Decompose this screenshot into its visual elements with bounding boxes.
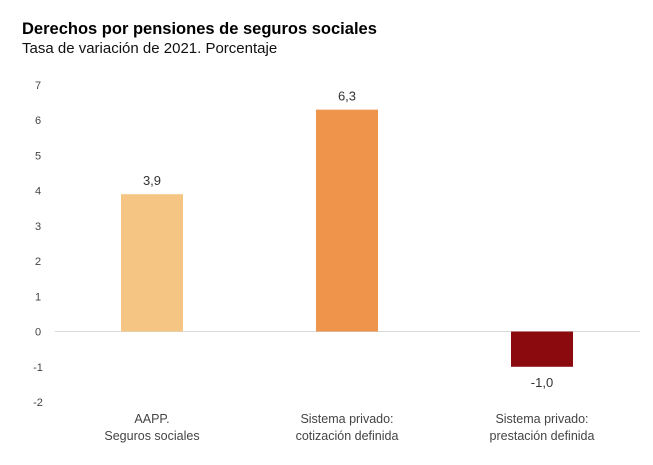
bar — [121, 194, 183, 332]
y-tick-label: 0 — [35, 327, 41, 339]
category-label: Sistema privado: — [300, 412, 393, 426]
y-tick-label: -2 — [33, 397, 43, 409]
data-label: -1,0 — [531, 375, 553, 390]
y-tick-label: -1 — [33, 362, 43, 374]
chart-subtitle: Tasa de variación de 2021. Porcentaje — [22, 40, 278, 57]
y-tick-label: 1 — [35, 291, 41, 303]
y-tick-label: 5 — [35, 150, 41, 162]
data-label: 3,9 — [143, 173, 161, 188]
category-label: Sistema privado: — [495, 412, 588, 426]
category-label: prestación definida — [490, 429, 595, 443]
y-tick-label: 2 — [35, 256, 41, 268]
chart-title: Derechos por pensiones de seguros social… — [22, 20, 377, 38]
y-tick-label: 7 — [35, 80, 41, 92]
category-label: Seguros sociales — [104, 429, 199, 443]
bar — [511, 331, 573, 367]
data-label: 6,3 — [338, 89, 356, 104]
y-tick-label: 3 — [35, 221, 41, 233]
category-label: AAPP. — [134, 412, 169, 426]
y-tick-label: 4 — [35, 186, 41, 198]
bar — [316, 109, 378, 332]
y-tick-label: 6 — [35, 115, 41, 127]
category-label: cotización definida — [296, 429, 399, 443]
